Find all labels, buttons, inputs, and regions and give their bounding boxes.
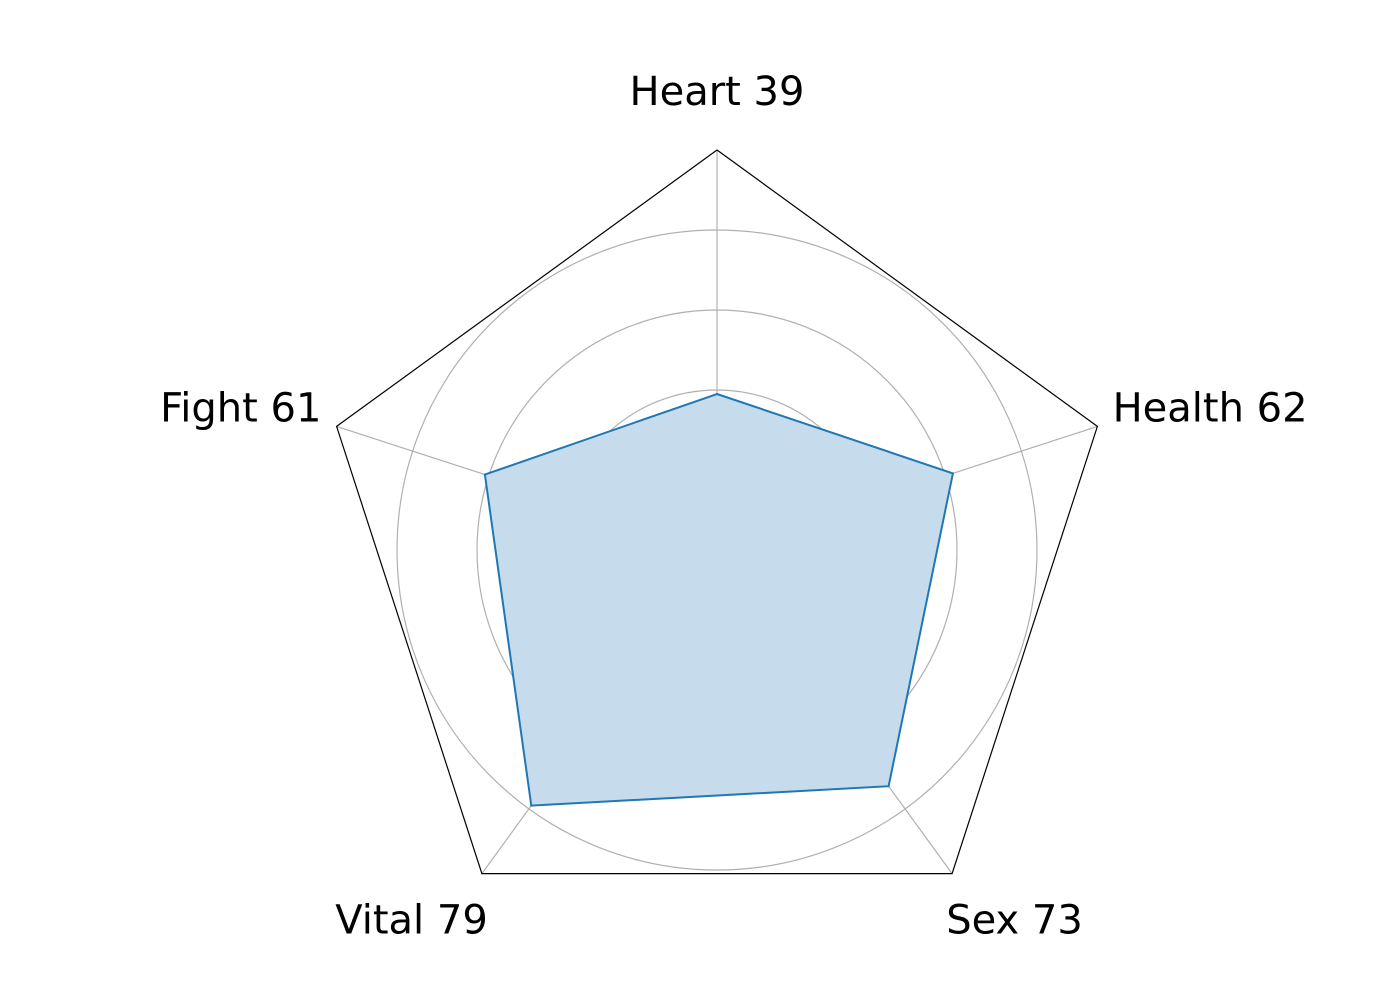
data-point-heart (716, 393, 718, 395)
label-layer: Heart 39 Health 62 Sex 73 Vital 79 Fight 61 (160, 69, 1307, 944)
series-area (483, 392, 955, 807)
outer-frame (335, 149, 1099, 875)
frame-layer (335, 149, 1099, 875)
axis-label-heart: Heart 39 (630, 69, 805, 115)
data-point-fight (483, 473, 486, 476)
series-layer (483, 392, 955, 807)
axis-label-vital: Vital 79 (335, 898, 488, 944)
axis-label-health: Health 62 (1113, 386, 1308, 432)
data-point-health (951, 472, 954, 475)
axis-label-fight: Fight 61 (160, 386, 321, 432)
data-point-sex (887, 785, 890, 788)
data-point-vital (530, 804, 533, 807)
axis-label-sex: Sex 73 (946, 898, 1083, 944)
